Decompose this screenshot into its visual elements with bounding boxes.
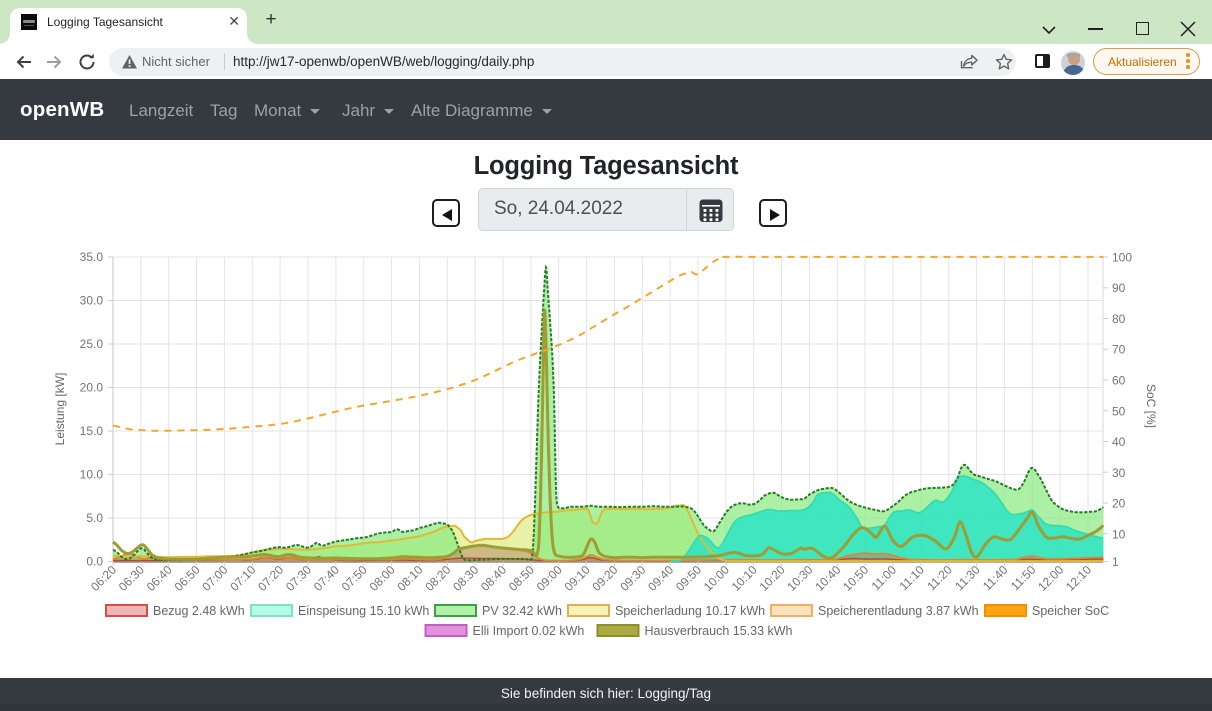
svg-text:Bezug 2.48 kWh: Bezug 2.48 kWh <box>153 604 245 618</box>
svg-text:12:10: 12:10 <box>1063 562 1094 593</box>
svg-text:07:00: 07:00 <box>199 562 230 593</box>
svg-text:70: 70 <box>1112 343 1126 357</box>
svg-text:11:40: 11:40 <box>980 562 1011 593</box>
svg-text:07:10: 07:10 <box>227 562 258 593</box>
svg-text:30.0: 30.0 <box>80 294 104 308</box>
svg-text:10: 10 <box>1112 527 1126 541</box>
svg-text:11:20: 11:20 <box>924 562 955 593</box>
svg-text:0.0: 0.0 <box>86 555 103 569</box>
svg-text:08:10: 08:10 <box>394 562 425 593</box>
svg-text:Hausverbrauch 15.33 kWh: Hausverbrauch 15.33 kWh <box>645 624 793 638</box>
svg-text:12:00: 12:00 <box>1035 562 1066 593</box>
svg-text:09:00: 09:00 <box>534 562 565 593</box>
svg-text:06:50: 06:50 <box>172 562 203 593</box>
svg-text:06:40: 06:40 <box>144 562 175 593</box>
svg-text:09:40: 09:40 <box>645 562 676 593</box>
svg-text:07:50: 07:50 <box>339 562 370 593</box>
svg-text:11:10: 11:10 <box>897 562 928 593</box>
svg-text:07:40: 07:40 <box>311 562 342 593</box>
svg-text:10:30: 10:30 <box>784 562 815 593</box>
svg-text:09:10: 09:10 <box>562 562 593 593</box>
svg-text:09:30: 09:30 <box>617 562 648 593</box>
svg-text:5.0: 5.0 <box>86 511 103 525</box>
svg-text:Speicher SoC: Speicher SoC <box>1032 604 1109 618</box>
svg-text:SoC [%]: SoC [%] <box>1144 384 1158 428</box>
svg-text:07:20: 07:20 <box>255 562 286 593</box>
svg-text:10:10: 10:10 <box>729 562 760 593</box>
svg-text:20: 20 <box>1112 497 1126 511</box>
svg-text:09:50: 09:50 <box>673 562 704 593</box>
svg-text:10:40: 10:40 <box>812 562 843 593</box>
svg-text:90: 90 <box>1112 281 1126 295</box>
svg-text:09:20: 09:20 <box>589 562 620 593</box>
svg-text:08:40: 08:40 <box>478 562 509 593</box>
svg-text:30: 30 <box>1112 466 1126 480</box>
svg-text:100: 100 <box>1112 250 1132 264</box>
svg-text:06:30: 06:30 <box>116 562 147 593</box>
svg-text:11:30: 11:30 <box>952 562 983 593</box>
svg-text:20.0: 20.0 <box>80 381 104 395</box>
svg-text:80: 80 <box>1112 312 1126 326</box>
svg-text:08:00: 08:00 <box>367 562 398 593</box>
svg-text:11:50: 11:50 <box>1008 562 1039 593</box>
svg-text:08:30: 08:30 <box>450 562 481 593</box>
svg-text:40: 40 <box>1112 435 1126 449</box>
svg-text:50: 50 <box>1112 404 1126 418</box>
svg-text:25.0: 25.0 <box>80 337 104 351</box>
svg-text:07:30: 07:30 <box>283 562 314 593</box>
svg-text:15.0: 15.0 <box>80 424 104 438</box>
svg-text:11:00: 11:00 <box>869 562 900 593</box>
svg-text:Einspeisung 15.10 kWh: Einspeisung 15.10 kWh <box>298 604 429 618</box>
svg-text:Leistung [kW]: Leistung [kW] <box>53 373 67 446</box>
svg-text:10:50: 10:50 <box>840 562 871 593</box>
svg-text:60: 60 <box>1112 374 1126 388</box>
svg-text:PV 32.42 kWh: PV 32.42 kWh <box>482 604 562 618</box>
svg-text:Speicherladung 10.17 kWh: Speicherladung 10.17 kWh <box>615 604 765 618</box>
svg-text:08:50: 08:50 <box>506 562 537 593</box>
svg-text:35.0: 35.0 <box>80 250 104 264</box>
svg-text:10:20: 10:20 <box>757 562 788 593</box>
svg-text:Elli Import 0.02 kWh: Elli Import 0.02 kWh <box>473 624 585 638</box>
svg-text:10.0: 10.0 <box>80 468 104 482</box>
svg-text:Speicherentladung 3.87 kWh: Speicherentladung 3.87 kWh <box>818 604 979 618</box>
svg-text:10:00: 10:00 <box>701 562 732 593</box>
svg-text:1: 1 <box>1112 555 1119 569</box>
svg-text:08:20: 08:20 <box>422 562 453 593</box>
